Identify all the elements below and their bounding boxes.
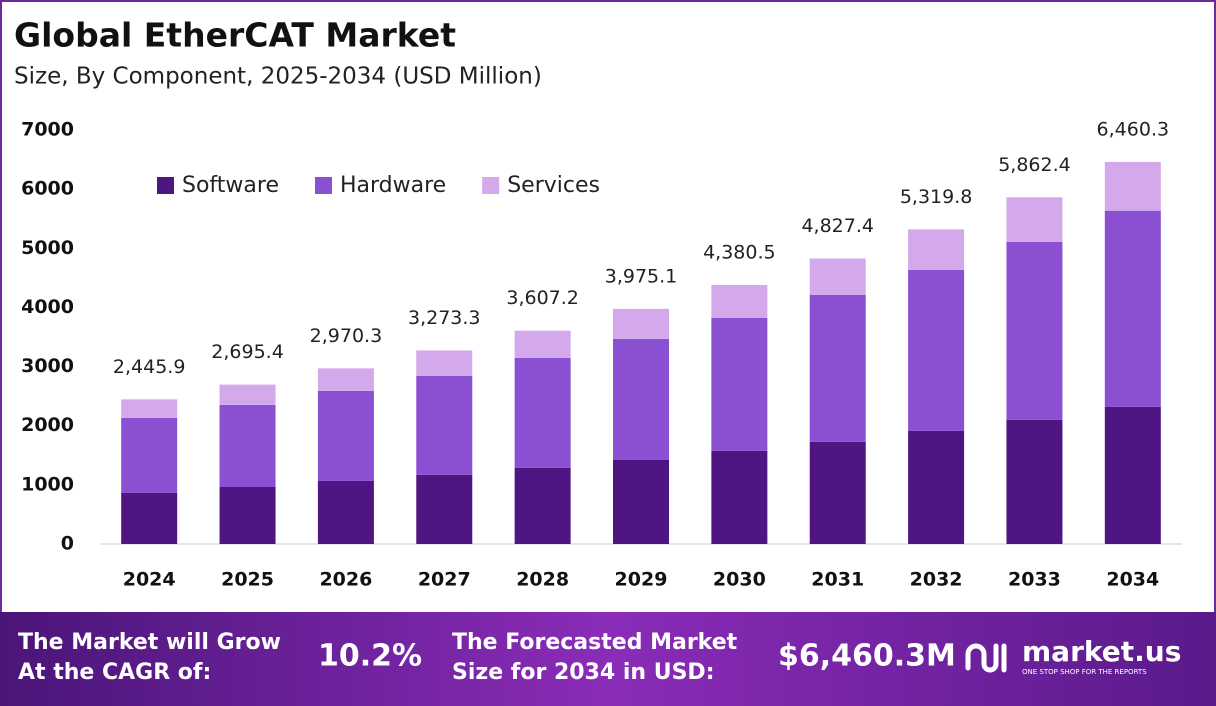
y-tick-label: 3000: [21, 355, 74, 377]
total-label: 6,460.3: [1097, 118, 1170, 140]
total-label: 5,319.8: [900, 186, 973, 208]
y-tick-label: 6000: [21, 178, 74, 200]
x-tick-label: 2026: [319, 569, 372, 591]
bar-segment: [613, 338, 669, 460]
bar-segment: [809, 441, 866, 544]
total-label: 5,862.4: [998, 154, 1071, 176]
bar-segment: [416, 474, 473, 544]
legend-label: Hardware: [340, 173, 446, 198]
chart-title: Global EtherCAT Market: [14, 16, 456, 55]
bar-segment: [1006, 419, 1063, 544]
bar-segment: [317, 368, 374, 391]
bar-segment: [908, 269, 965, 431]
y-tick-label: 5000: [21, 237, 74, 259]
bar-segment: [121, 492, 178, 544]
legend-label: Software: [182, 173, 279, 198]
total-label: 3,607.2: [506, 287, 579, 309]
brand: market.us: [1022, 635, 1181, 668]
cagr-label: At the CAGR of:: [18, 660, 211, 685]
bar-segment: [711, 317, 768, 451]
bar-segment: [809, 258, 866, 295]
total-label: 3,273.3: [408, 307, 481, 329]
bar-segment: [1006, 197, 1063, 242]
total-label: 2,695.4: [211, 341, 284, 363]
forecast-label: The Forecasted Market: [452, 630, 738, 655]
bar-segment: [711, 284, 768, 318]
total-label: 3,975.1: [605, 265, 678, 287]
forecast-label: Size for 2034 in USD:: [452, 660, 715, 685]
bar-segment: [219, 404, 276, 487]
x-tick-label: 2025: [221, 569, 274, 591]
bar-segment: [613, 459, 669, 544]
brand-logo: [965, 643, 1007, 673]
bar-segment: [908, 229, 965, 270]
x-tick-label: 2032: [910, 569, 963, 591]
y-tick-label: 4000: [21, 296, 74, 318]
footer-banner: [0, 612, 1216, 706]
y-tick-label: 1000: [21, 473, 74, 495]
bar-segment: [416, 375, 473, 475]
total-label: 2,445.9: [113, 356, 186, 378]
legend-swatch: [157, 177, 174, 194]
bar-segment: [514, 467, 571, 544]
legend-label: Services: [507, 173, 600, 198]
bar-segment: [317, 480, 374, 544]
bar-segment: [908, 430, 965, 544]
x-tick-label: 2024: [123, 569, 176, 591]
cagr-value: 10.2%: [318, 639, 422, 674]
tagline: ONE STOP SHOP FOR THE REPORTS: [1022, 668, 1147, 676]
total-label: 4,380.5: [703, 241, 776, 263]
bar-segment: [711, 450, 768, 544]
x-tick-label: 2027: [418, 569, 471, 591]
bar-segment: [219, 486, 276, 544]
y-tick-label: 2000: [21, 414, 74, 436]
bar-segment: [121, 399, 178, 418]
bar-segment: [809, 294, 866, 442]
y-tick-label: 7000: [21, 119, 74, 141]
x-tick-label: 2034: [1106, 569, 1159, 591]
bar-segment: [1104, 161, 1161, 211]
bar-segment: [1104, 406, 1161, 544]
forecast-value: $6,460.3M: [778, 639, 956, 674]
bar-segment: [1104, 210, 1161, 407]
bar-segment: [514, 330, 571, 358]
chart-subtitle: Size, By Component, 2025-2034 (USD Milli…: [14, 64, 542, 90]
x-tick-label: 2030: [713, 569, 766, 591]
bar-segment: [416, 350, 473, 376]
total-label: 2,970.3: [310, 325, 383, 347]
x-tick-label: 2028: [516, 569, 569, 591]
bar-segment: [613, 308, 669, 339]
y-tick-label: 0: [61, 533, 74, 555]
bar-segment: [121, 417, 178, 493]
bar-segment: [219, 384, 276, 405]
x-tick-label: 2033: [1008, 569, 1061, 591]
bar-segment: [317, 390, 374, 481]
bar-segment: [1006, 241, 1063, 420]
x-tick-label: 2031: [811, 569, 864, 591]
x-tick-label: 2029: [615, 569, 668, 591]
cagr-label: The Market will Grow: [18, 630, 281, 655]
legend-swatch: [314, 177, 332, 194]
total-label: 4,827.4: [801, 215, 874, 237]
bar-segment: [514, 357, 571, 468]
legend-swatch: [482, 177, 500, 194]
